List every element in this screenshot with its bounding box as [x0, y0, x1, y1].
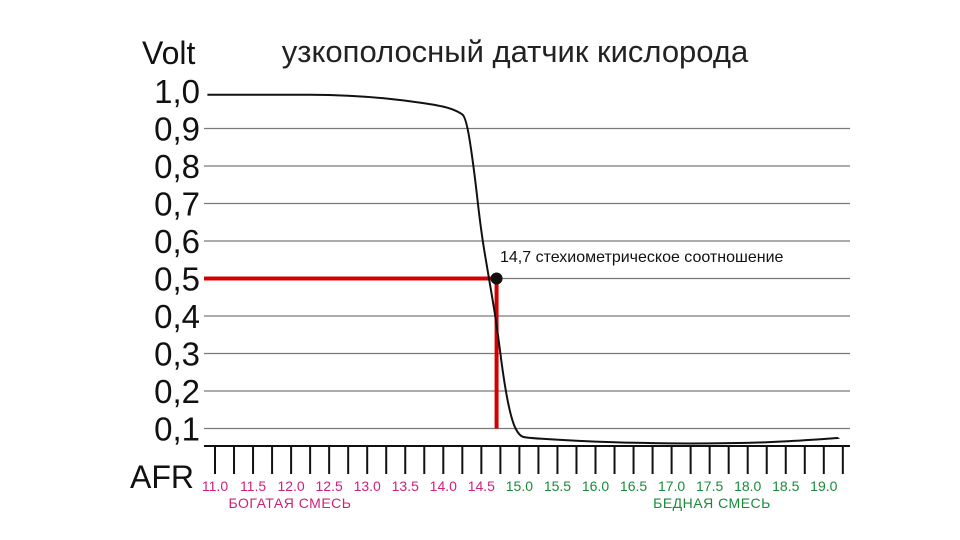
y-tick-label: 0,6 — [154, 223, 200, 260]
y-tick-label: 0,9 — [154, 111, 200, 148]
y-tick-label: 0,4 — [154, 298, 200, 335]
x-tick-label: 16.0 — [582, 478, 609, 494]
y-tick-label: 0,7 — [154, 186, 200, 223]
x-tick-label: 13.5 — [392, 478, 419, 494]
y-tick-label: 0,3 — [154, 336, 200, 373]
y-tick-label: 0,1 — [154, 411, 200, 448]
stoich-marker — [490, 272, 503, 285]
x-axis-label: AFR — [130, 459, 194, 495]
x-tick-label: 15.0 — [506, 478, 533, 494]
series-line — [207, 93, 840, 445]
x-tick-label: 11.5 — [240, 478, 266, 494]
x-tick-labels: 11.0 11.5 12.0 12.5 13.0 13.5 14.0 14.5 15.0 15.5… — [202, 478, 838, 494]
x-tick-label: 14.0 — [430, 478, 457, 494]
y-tick-labels: 1,00,90,80,70,60,50,40,30,20,1 — [154, 73, 200, 448]
x-tick-label: 15.5 — [544, 478, 571, 494]
x-tick-label: 17.0 — [658, 478, 685, 494]
x-tick-label: 12.0 — [277, 478, 304, 494]
y-tick-label: 0,8 — [154, 148, 200, 185]
region-rich-label: БОГАТАЯ СМЕСЬ — [229, 495, 352, 511]
y-tick-label: 0,5 — [154, 261, 200, 298]
x-tick-label: 14.5 — [468, 478, 495, 494]
x-tick-label: 16.5 — [620, 478, 647, 494]
x-tick-label: 19.0 — [810, 478, 837, 494]
y-tick-label: 1,0 — [154, 73, 200, 110]
x-tick-label: 18.0 — [734, 478, 761, 494]
marker-lines — [204, 276, 499, 429]
x-tick-label: 12.5 — [316, 478, 343, 494]
stoich-point — [490, 272, 503, 285]
y-tick-label: 0,2 — [154, 373, 200, 410]
region-lean-label: БЕДНАЯ СМЕСЬ — [653, 495, 771, 511]
x-tick-label: 13.0 — [354, 478, 381, 494]
x-axis — [204, 445, 850, 474]
chart-title: узкополосный датчик кислорода — [282, 34, 749, 69]
stoich-annotation: 14,7 стехиометрическое соотношение — [500, 249, 784, 266]
y-axis-label: Volt — [142, 35, 195, 71]
x-tick-label: 17.5 — [696, 478, 723, 494]
x-tick-label: 18.5 — [772, 478, 799, 494]
series-curve — [207, 93, 840, 445]
x-tick-label: 11.0 — [202, 478, 228, 494]
